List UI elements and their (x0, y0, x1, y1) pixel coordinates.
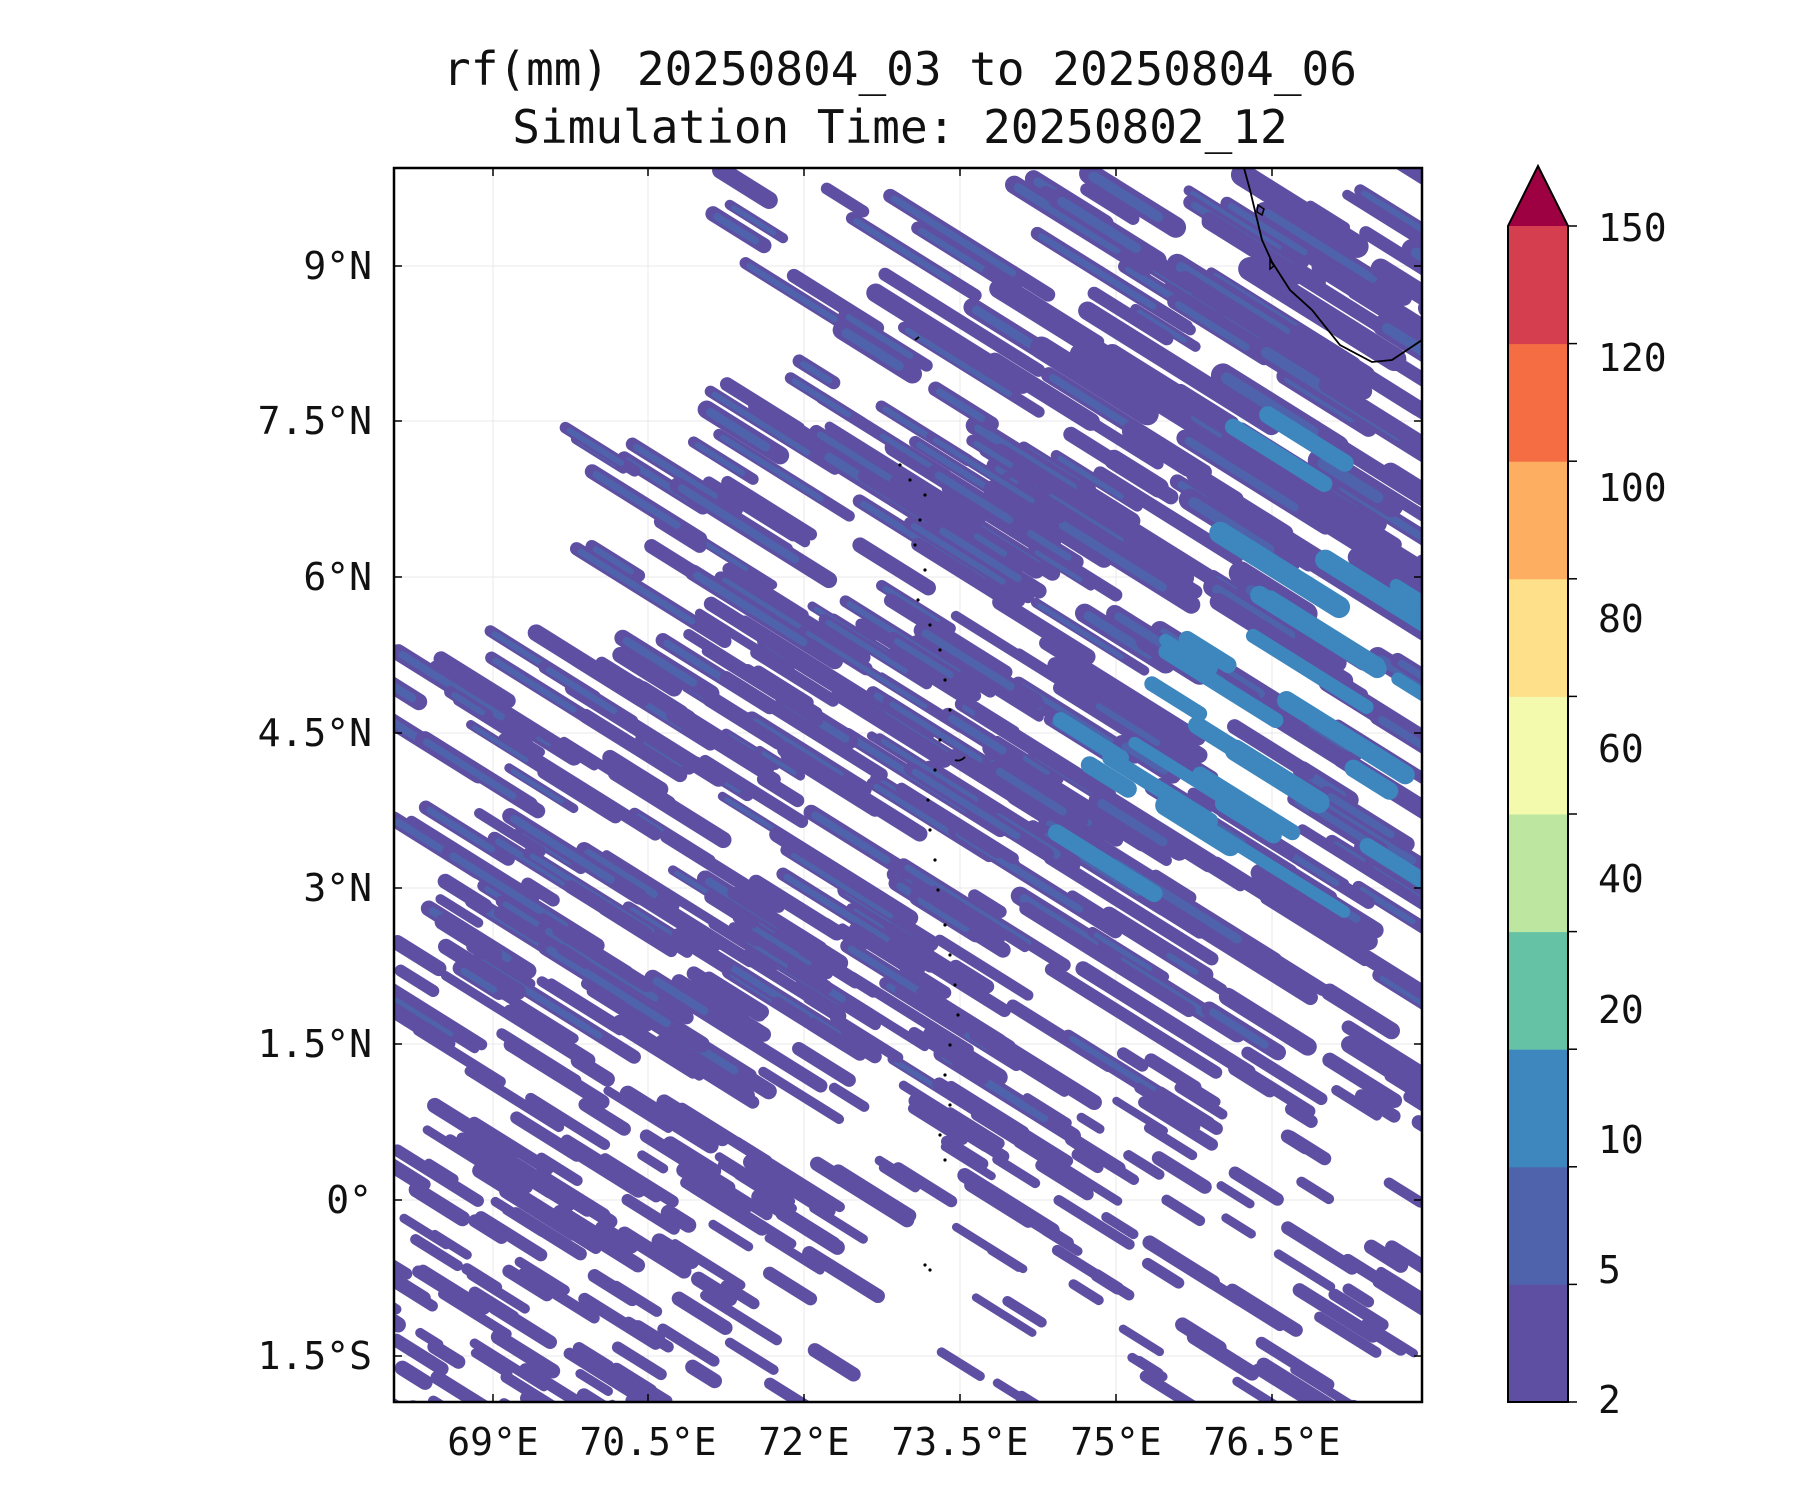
colorbar-label-2: 2 (1598, 1378, 1621, 1422)
lon-label-72e: 72°E (758, 1420, 850, 1464)
lat-label-0: 0° (326, 1178, 372, 1222)
lat-label-6n: 6°N (303, 555, 372, 599)
colorbar-label-10: 10 (1598, 1118, 1644, 1162)
colorbar-band-7 (1508, 461, 1568, 580)
lon-label-73_5e: 73.5°E (891, 1420, 1029, 1464)
colorbar-label-120: 120 (1598, 336, 1667, 380)
map-frame (392, 166, 1424, 1404)
colorbar-label-40: 40 (1598, 857, 1644, 901)
colorbar-band-8 (1508, 343, 1568, 462)
lat-label-7_5n: 7.5°N (257, 399, 372, 443)
colorbar-label-20: 20 (1598, 988, 1644, 1032)
lon-label-76_5e: 76.5°E (1203, 1420, 1341, 1464)
lon-label-75e: 75°E (1070, 1420, 1162, 1464)
coastline (1243, 168, 1422, 363)
rainfall-field (394, 168, 1422, 1402)
lat-label-4_5n: 4.5°N (257, 711, 372, 755)
colorbar-label-150: 150 (1598, 206, 1667, 250)
lon-label-69e: 69°E (447, 1420, 539, 1464)
colorbar-band-0 (1508, 1284, 1568, 1403)
colorbar-band-5 (1508, 696, 1568, 815)
colorbar (1507, 163, 1577, 1403)
axis-ticks (394, 168, 1422, 1402)
colorbar-band-9 (1508, 226, 1568, 345)
colorbar-band-2 (1508, 1049, 1568, 1168)
lat-label-1_5s: 1.5°S (257, 1334, 372, 1378)
colorbar-band-4 (1508, 814, 1568, 933)
colorbar-label-60: 60 (1598, 727, 1644, 771)
chart-subtitle: Simulation Time: 20250802_12 (512, 100, 1288, 154)
colorbar-extend-arrow (1508, 166, 1568, 226)
maldives-islands (898, 336, 966, 1272)
colorbar-band-3 (1508, 931, 1568, 1050)
colorbar-label-5: 5 (1598, 1248, 1621, 1292)
colorbar-band-6 (1508, 578, 1568, 697)
lat-label-3n: 3°N (303, 866, 372, 910)
colorbar-label-80: 80 (1598, 597, 1644, 641)
lat-label-1_5n: 1.5°N (257, 1022, 372, 1066)
colorbar-band-1 (1508, 1166, 1568, 1285)
colorbar-label-100: 100 (1598, 466, 1667, 510)
lat-label-9n: 9°N (303, 244, 372, 288)
lon-label-70_5e: 70.5°E (579, 1420, 717, 1464)
chart-title: rf(mm) 20250804_03 to 20250804_06 (443, 42, 1357, 96)
